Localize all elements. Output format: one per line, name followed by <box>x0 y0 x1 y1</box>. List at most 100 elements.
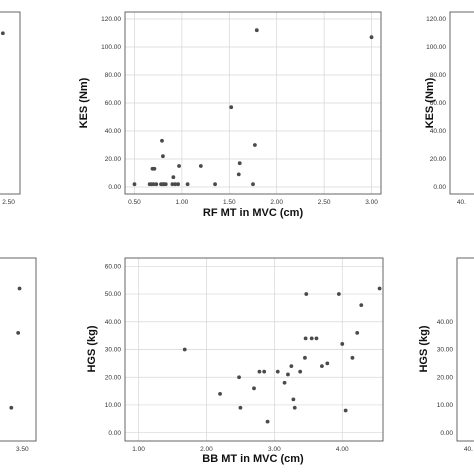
x-tick-label: 1.50 <box>223 199 236 206</box>
data-point <box>325 361 330 366</box>
data-point <box>275 369 280 374</box>
data-point <box>160 138 164 143</box>
y-axis-label: HGS (kg) <box>418 325 430 372</box>
x-axis-label: RF MT in MVC (cm) <box>203 207 304 219</box>
x-axis-label: BB MT in MVC (cm) <box>202 453 304 465</box>
data-point <box>229 105 234 110</box>
data-point <box>213 182 217 187</box>
y-axis-label: KES (Nm) <box>78 77 90 128</box>
data-point <box>236 172 241 177</box>
data-point <box>340 342 345 346</box>
data-point <box>336 292 341 296</box>
y-tick-label: 0.00 <box>108 430 121 437</box>
data-point <box>171 175 176 180</box>
y-tick-label: 100.00 <box>426 44 446 51</box>
data-point <box>303 336 308 341</box>
data-point <box>16 330 21 335</box>
data-point <box>350 355 355 360</box>
data-point <box>0 31 5 36</box>
data-point <box>238 405 243 410</box>
y-tick-label: 100.00 <box>101 44 121 51</box>
data-point <box>170 182 175 187</box>
x-tick-label: 0.50 <box>128 199 141 206</box>
y-tick-label: 20.00 <box>105 156 122 163</box>
y-tick-label: 0.00 <box>440 430 453 437</box>
y-tick-label: 20.00 <box>105 374 122 381</box>
y-tick-label: 80.00 <box>430 72 447 79</box>
data-point <box>298 369 303 374</box>
data-point <box>161 154 165 159</box>
x-tick-label: 40. <box>457 199 466 206</box>
y-tick-label: 30.00 <box>437 347 454 354</box>
data-point <box>265 419 270 424</box>
data-point <box>304 292 309 296</box>
data-point <box>185 182 190 187</box>
plot-frame <box>449 11 474 195</box>
data-point <box>319 364 324 369</box>
data-point <box>303 355 307 360</box>
data-point <box>309 336 314 341</box>
data-point <box>292 405 297 410</box>
x-tick-label: 3.00 <box>268 446 281 453</box>
data-point <box>17 286 22 291</box>
x-tick-label: 2.00 <box>200 446 213 453</box>
plot-frame <box>0 257 37 442</box>
data-point <box>343 408 348 413</box>
x-tick-label: 3.00 <box>365 199 378 206</box>
y-tick-label: 0.00 <box>108 184 121 191</box>
data-point <box>252 143 257 147</box>
data-point <box>9 405 14 410</box>
data-point <box>198 164 203 168</box>
data-point <box>152 166 157 171</box>
data-point <box>154 182 159 187</box>
data-point <box>286 372 290 377</box>
x-tick-label: 40. <box>464 446 473 453</box>
data-point <box>251 182 255 187</box>
data-point <box>132 182 137 187</box>
x-tick-label: 2.50 <box>2 199 15 206</box>
data-point <box>289 364 294 369</box>
data-point <box>254 28 259 33</box>
data-point <box>262 369 267 374</box>
y-tick-label: 40.00 <box>437 319 454 326</box>
data-point <box>291 397 296 402</box>
data-point <box>237 161 242 166</box>
y-tick-label: 50.00 <box>105 291 122 298</box>
data-point <box>359 303 364 308</box>
panel-4: 3.50 <box>0 257 37 453</box>
y-tick-label: 60.00 <box>105 264 122 271</box>
data-point <box>177 164 181 168</box>
y-tick-label: 40.00 <box>105 128 122 135</box>
y-tick-label: 120.00 <box>426 16 446 23</box>
plot-frame <box>124 11 382 195</box>
x-tick-label: 2.00 <box>270 199 283 206</box>
panel-6: 0.00 10.00 20.00 30.00 40.00 40. HGS (kg) <box>418 257 474 453</box>
plot-frame <box>456 257 474 442</box>
data-point <box>176 182 180 187</box>
y-tick-label: 20.00 <box>437 374 454 381</box>
y-tick-label: 60.00 <box>105 100 122 107</box>
data-point <box>282 380 287 385</box>
data-point <box>218 391 222 396</box>
panel-3: 0.00 20.00 40.00 60.00 80.00 100.00 120.00 40. K… <box>424 11 474 206</box>
data-point <box>237 375 241 380</box>
x-tick-label: 1.00 <box>132 446 145 453</box>
x-tick-label: 1.00 <box>176 199 189 206</box>
x-tick-label: 4.00 <box>336 446 349 453</box>
y-tick-label: 20.00 <box>430 156 447 163</box>
y-tick-label: 40.00 <box>430 128 447 135</box>
y-tick-label: 0.00 <box>433 184 446 191</box>
data-point <box>369 35 374 40</box>
y-tick-label: 10.00 <box>105 402 122 409</box>
data-point <box>355 330 360 335</box>
data-point <box>257 369 262 374</box>
y-tick-label: 40.00 <box>105 319 122 326</box>
data-point <box>252 386 256 391</box>
y-axis-label: KES (Nm) <box>424 77 436 128</box>
panel-5: 0.00 10.00 20.00 30.00 40.00 50.00 60.00 1.00 2.… <box>86 257 384 465</box>
data-point <box>173 182 178 187</box>
data-point <box>182 347 187 352</box>
x-tick-label: 3.50 <box>16 446 29 453</box>
data-point <box>151 182 156 187</box>
panel-1: 2.50 <box>0 11 21 206</box>
